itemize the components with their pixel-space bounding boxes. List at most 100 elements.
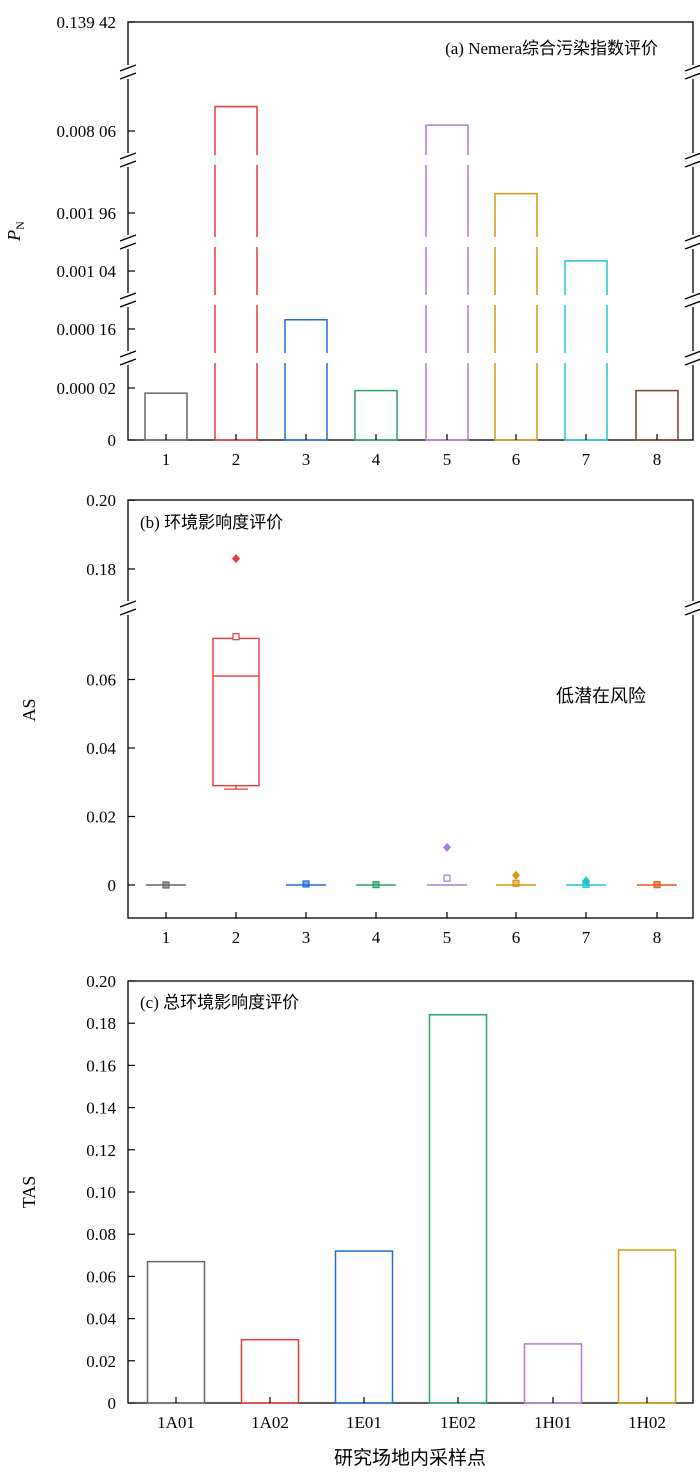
panel-a-left-break-stroke <box>119 152 137 160</box>
panel-a-left-break-stroke <box>119 350 137 358</box>
panel-b-mean-marker <box>232 633 240 641</box>
panel-b-x-label: 3 <box>302 928 311 947</box>
panel-c-frame <box>127 980 694 1404</box>
panel-a-y-tick-label: 0 <box>108 431 117 450</box>
panel-a-x-label: 2 <box>232 450 241 469</box>
panel-a-left-break-stroke <box>119 300 137 308</box>
panel-a-x-label: 7 <box>582 450 591 469</box>
panel-c-bar <box>334 1250 394 1404</box>
panel-c-x-label: 1H01 <box>534 1413 572 1432</box>
panel-a-x-label: 8 <box>653 450 662 469</box>
panel-a-left-break-stroke <box>119 358 137 366</box>
panel-a-frame <box>127 21 694 441</box>
panel-c-bar <box>428 1014 488 1404</box>
panel-b-left-break-gap <box>119 601 137 615</box>
panel-c-x-label: 1E01 <box>346 1413 382 1432</box>
panel-b-x-label: 2 <box>232 928 241 947</box>
panel-a-y-tick-label: 0.008 06 <box>57 122 117 141</box>
panel-a-left-break-stroke <box>119 292 137 300</box>
panel-b-x-label: 7 <box>582 928 591 947</box>
panel-c-bar <box>617 1249 677 1404</box>
panel-a-bar <box>635 389 679 441</box>
panel-c-y-tick-label: 0.04 <box>86 1310 116 1329</box>
panel-a-bar <box>564 260 608 441</box>
panel-a-left-break-stroke <box>119 242 137 250</box>
panel-a-right-break-stroke <box>684 234 700 242</box>
panel-c-bar <box>523 1343 583 1404</box>
panel-c-y-tick-label: 0.16 <box>86 1056 116 1075</box>
panel-a-left-break-stroke <box>119 64 137 72</box>
svg-text:PN: PN <box>4 221 27 242</box>
panel-a-left-break-stroke <box>119 72 137 80</box>
panel-b-mean-marker <box>302 880 310 888</box>
panel-a-break-band <box>129 237 692 247</box>
panel-a-left-break-stroke <box>119 234 137 242</box>
panel-c-x-label: 1E02 <box>440 1413 476 1432</box>
panel-b-y-tick-label: 0 <box>108 876 117 895</box>
panel-a-x-label: 5 <box>443 450 452 469</box>
panel-c-xlabel: 研究场地内采样点 <box>334 1447 486 1469</box>
panel-b-left-break-stroke <box>119 608 137 616</box>
panel-c-y-tick-label: 0.02 <box>86 1352 116 1371</box>
panel-a-ylabel-sub: N <box>13 221 27 230</box>
panel-c-y-tick-label: 0.08 <box>86 1225 116 1244</box>
panel-a-nemera-index: (a) Nemera综合污染指数评价 PN 0 0.000 02 0.000 16 0… <box>4 13 700 469</box>
panel-a-right-break-stroke <box>684 292 700 300</box>
panel-c-y-tick-label: 0.06 <box>86 1267 116 1286</box>
panel-c-bar <box>240 1338 300 1404</box>
panel-b-y-tick-label: 0.20 <box>86 491 116 510</box>
panel-a-x-label: 1 <box>162 450 171 469</box>
panel-b-outlier <box>582 876 590 886</box>
panel-c-bar <box>146 1260 206 1404</box>
panel-b-right-break-stroke <box>684 608 700 616</box>
panel-a-y-tick-label: 0.001 04 <box>57 262 117 281</box>
panel-a-left-break-gap <box>119 235 137 249</box>
panel-a-left-break-stroke <box>119 160 137 168</box>
panel-b-x-label: 8 <box>653 928 662 947</box>
panel-a-left-break-gap <box>119 153 137 167</box>
panel-a-right-break-stroke <box>684 152 700 160</box>
panel-a-left-break-gap <box>119 65 137 79</box>
panel-b-mean-marker <box>443 874 451 882</box>
panel-c-y-tick-label: 0 <box>108 1394 117 1413</box>
panel-b-break-band <box>129 602 692 614</box>
panel-a-bar <box>144 392 188 441</box>
panel-a-y-tick-label: 0.001 96 <box>57 204 117 223</box>
panel-a-left-break-gap <box>119 351 137 365</box>
panel-b-x-label: 6 <box>512 928 521 947</box>
panel-b-annotation: 低潜在风险 <box>556 686 646 706</box>
panel-a-y-tick-label: 0.139 42 <box>57 13 117 32</box>
panel-c-x-label: 1H02 <box>628 1413 666 1432</box>
panel-b-outlier <box>443 842 451 852</box>
panel-b-frame <box>127 499 694 919</box>
panel-c-title: (c) 总环境影响度评价 <box>140 993 299 1012</box>
panel-a-left-break-gap <box>119 293 137 307</box>
panel-a-ylabel: PN <box>4 221 27 242</box>
panel-b-title: (b) 环境影响度评价 <box>140 513 283 532</box>
panel-c-y-tick-label: 0.18 <box>86 1014 116 1033</box>
panel-c-x-label: 1A01 <box>157 1413 195 1432</box>
panel-b-mean-marker <box>512 879 520 887</box>
panel-b-x-label: 4 <box>372 928 381 947</box>
panel-b-y-tick-label: 0.06 <box>86 671 116 690</box>
panel-b-box <box>212 637 260 787</box>
panel-a-break-band <box>129 67 692 77</box>
panel-b-mean-marker <box>162 881 170 889</box>
panel-b-x-label: 1 <box>162 928 171 947</box>
panel-a-break-band <box>129 295 692 305</box>
panel-c-y-tick-label: 0.10 <box>86 1183 116 1202</box>
panel-a-bar <box>354 389 398 441</box>
panel-b-y-tick-label: 0.04 <box>86 739 116 758</box>
panel-a-bar <box>494 192 538 441</box>
panel-b-right-break-stroke <box>684 600 700 608</box>
panel-b-mean-marker <box>372 881 380 889</box>
panel-a-right-break-stroke <box>684 242 700 250</box>
panel-a-right-break-stroke <box>684 350 700 358</box>
panel-b-environment-impact: (b) 环境影响度评价 低潜在风险 AS 0 0.02 0.04 0.06 0.18 0.… <box>19 491 700 947</box>
panel-a-right-break-stroke <box>684 358 700 366</box>
panel-c-total-impact: (c) 总环境影响度评价 TAS 研究场地内采样点 0 0.02 0.04 0.06 0… <box>19 972 694 1469</box>
panel-a-break-band <box>129 155 692 165</box>
panel-b-left-break-stroke <box>119 600 137 608</box>
panel-a-y-tick-label: 0.000 16 <box>57 320 117 339</box>
